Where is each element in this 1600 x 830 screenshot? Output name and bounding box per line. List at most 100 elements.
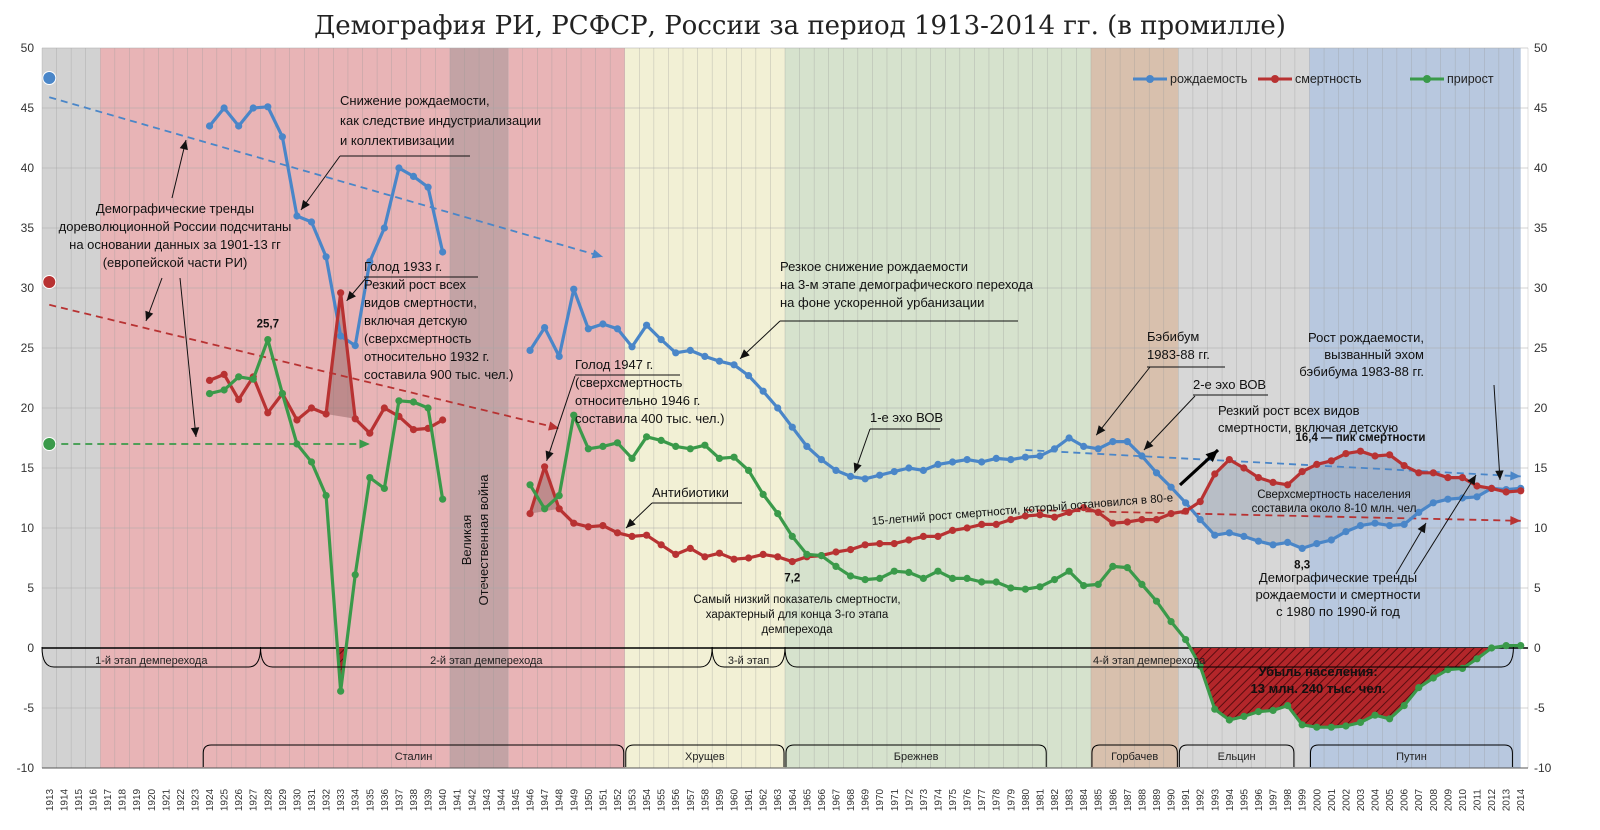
x-tick: 1991 bbox=[1181, 788, 1192, 811]
death-point bbox=[599, 522, 607, 530]
death-point bbox=[1065, 508, 1073, 516]
death-point bbox=[1342, 450, 1350, 458]
x-tick: 1956 bbox=[671, 788, 682, 811]
growth-point bbox=[1458, 664, 1467, 673]
growth-point bbox=[570, 411, 578, 419]
x-tick: 1913 bbox=[45, 788, 56, 811]
death-point bbox=[1517, 487, 1525, 495]
death-point bbox=[934, 532, 942, 541]
growth-point bbox=[409, 398, 418, 406]
death-pre-revolution-point bbox=[42, 275, 57, 289]
x-tick: 1955 bbox=[657, 788, 668, 811]
growth-point bbox=[861, 576, 869, 584]
birth-rise-arrow-head bbox=[1495, 470, 1504, 480]
stage-label: 3-й этап bbox=[728, 655, 769, 667]
growth-point bbox=[963, 574, 971, 583]
y-tick-left: 15 bbox=[21, 461, 35, 475]
death-point bbox=[715, 549, 724, 557]
birth-point bbox=[1109, 438, 1117, 446]
death-point bbox=[1094, 508, 1102, 516]
x-tick: 1972 bbox=[904, 788, 915, 811]
growth-point bbox=[249, 375, 257, 383]
growth-point bbox=[322, 492, 330, 500]
leader-label: Ельцин bbox=[1218, 751, 1256, 763]
sharp-decline-note-line: на фоне ускоренной урбанизации bbox=[780, 295, 984, 310]
death-point bbox=[730, 555, 738, 563]
growth-point bbox=[1487, 644, 1496, 652]
death-point bbox=[307, 404, 316, 412]
x-tick: 2011 bbox=[1473, 789, 1484, 811]
x-tick: 1920 bbox=[147, 788, 158, 811]
echo2-arrow bbox=[1143, 395, 1196, 451]
growth-point bbox=[715, 454, 724, 462]
leader-brace bbox=[785, 744, 1047, 767]
growth-point bbox=[832, 562, 840, 571]
birth-point bbox=[1225, 529, 1233, 537]
growth-point bbox=[759, 490, 767, 498]
x-tick: 1938 bbox=[409, 788, 420, 811]
data-label: 7,2 bbox=[784, 573, 800, 585]
birth-point bbox=[1342, 528, 1350, 536]
death-point bbox=[744, 554, 753, 562]
death-point bbox=[788, 558, 796, 566]
x-tick: 1984 bbox=[1079, 788, 1090, 811]
birth-point bbox=[1211, 531, 1219, 539]
death-point bbox=[642, 531, 651, 539]
growth-point bbox=[744, 466, 753, 474]
birth-point bbox=[1021, 453, 1029, 461]
death-point bbox=[963, 524, 971, 532]
death-point bbox=[774, 553, 782, 561]
birth-point bbox=[351, 342, 359, 350]
death-point bbox=[1400, 462, 1408, 470]
growth-point bbox=[264, 336, 272, 344]
x-tick: 1963 bbox=[773, 788, 784, 811]
death-point bbox=[439, 416, 447, 424]
death-point bbox=[1021, 512, 1029, 520]
sharp-rise-note-line: смертности, включая детскую bbox=[1218, 420, 1398, 435]
y-tick-right: 30 bbox=[1534, 281, 1548, 295]
x-tick: 1996 bbox=[1254, 788, 1265, 811]
x-tick: 1948 bbox=[555, 788, 566, 811]
legend-marker-birth bbox=[1146, 75, 1154, 83]
birth-point bbox=[424, 183, 432, 191]
birth-point bbox=[439, 248, 447, 256]
x-tick: 2014 bbox=[1516, 788, 1527, 811]
birth-point bbox=[1065, 434, 1073, 442]
growth-point bbox=[1371, 711, 1379, 719]
x-tick: 1969 bbox=[861, 788, 872, 811]
famine-1947-arrow-head bbox=[545, 450, 554, 461]
chart-title: Демография РИ, РСФСР, России за период 1… bbox=[314, 11, 1286, 41]
y-tick-right: 20 bbox=[1534, 401, 1548, 415]
population-loss-note-line: Убыль населения: bbox=[1258, 664, 1377, 679]
birth-point bbox=[1036, 452, 1044, 460]
x-tick: 1924 bbox=[205, 788, 216, 811]
population-loss-note-line: 13 млн. 240 тыс. чел. bbox=[1251, 681, 1386, 696]
birth-point bbox=[541, 324, 549, 332]
y-tick-left: 35 bbox=[21, 221, 35, 235]
birth-point bbox=[395, 164, 403, 172]
birth-rise-arrow bbox=[1493, 384, 1501, 481]
growth-point bbox=[424, 404, 432, 412]
x-tick: 1914 bbox=[59, 788, 70, 811]
birth-point bbox=[1050, 445, 1059, 453]
pre-rev-arrow1-head bbox=[179, 140, 188, 151]
birth-rise-note-line: вызванный эхом bbox=[1324, 347, 1424, 362]
birth-point bbox=[1123, 438, 1131, 446]
trends-1980-arrow2-head bbox=[1467, 475, 1476, 486]
birth-trend-head bbox=[591, 249, 603, 259]
death-point bbox=[876, 540, 884, 548]
y-tick-right: 45 bbox=[1534, 101, 1548, 115]
birth-rise-note-line: Рост рождаемости, bbox=[1308, 330, 1424, 345]
growth-point bbox=[905, 568, 913, 577]
x-tick: 1993 bbox=[1210, 788, 1221, 811]
stage-label: 2-й этап демперехода bbox=[430, 655, 543, 667]
y-tick-left: 45 bbox=[21, 101, 35, 115]
death-point bbox=[220, 370, 228, 378]
death-point bbox=[628, 532, 636, 541]
x-tick: 1962 bbox=[759, 788, 770, 811]
growth-point bbox=[1313, 723, 1321, 731]
x-tick: 1954 bbox=[642, 788, 653, 811]
death-point bbox=[555, 505, 563, 513]
growth-point bbox=[1050, 576, 1059, 584]
data-series bbox=[42, 71, 1525, 731]
